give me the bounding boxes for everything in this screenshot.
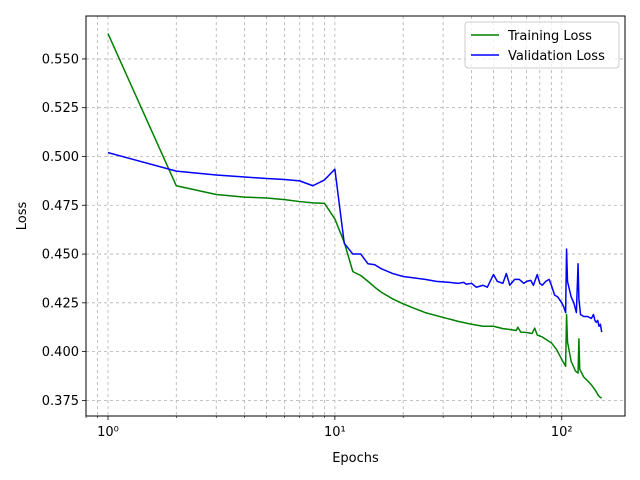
series-line-validation-loss (107, 151, 603, 333)
x-tick-label: 10² (551, 425, 573, 440)
series-line-training-loss (107, 33, 602, 399)
y-tick-label: 0.425 (42, 296, 79, 311)
y-tick-label: 0.500 (42, 150, 79, 165)
x-axis: 10⁰ 10¹ 10² (85, 416, 573, 440)
legend-box (464, 21, 620, 69)
y-tick-label: 0.475 (42, 199, 79, 214)
y-axis: 0.375 0.400 0.425 0.450 0.475 0.500 0.525 0.550 (42, 52, 86, 409)
legend: Training Loss Validation Loss (464, 21, 620, 69)
x-axis-label: Epochs (332, 451, 379, 466)
x-tick-label: 10⁰ (97, 425, 119, 440)
legend-label-training-loss: Training Loss (507, 29, 592, 44)
x-tick-label: 10¹ (324, 425, 346, 440)
series-lines (107, 33, 603, 399)
legend-label-validation-loss: Validation Loss (508, 49, 605, 64)
y-tick-label: 0.525 (42, 101, 79, 116)
y-tick-label: 0.375 (42, 394, 79, 409)
plot-frame (85, 15, 626, 417)
y-axis-label: Loss (15, 202, 30, 231)
y-tick-label: 0.450 (42, 248, 79, 263)
y-tick-label: 0.400 (42, 345, 79, 360)
y-tick-label: 0.550 (42, 52, 79, 67)
grid (85, 16, 625, 416)
